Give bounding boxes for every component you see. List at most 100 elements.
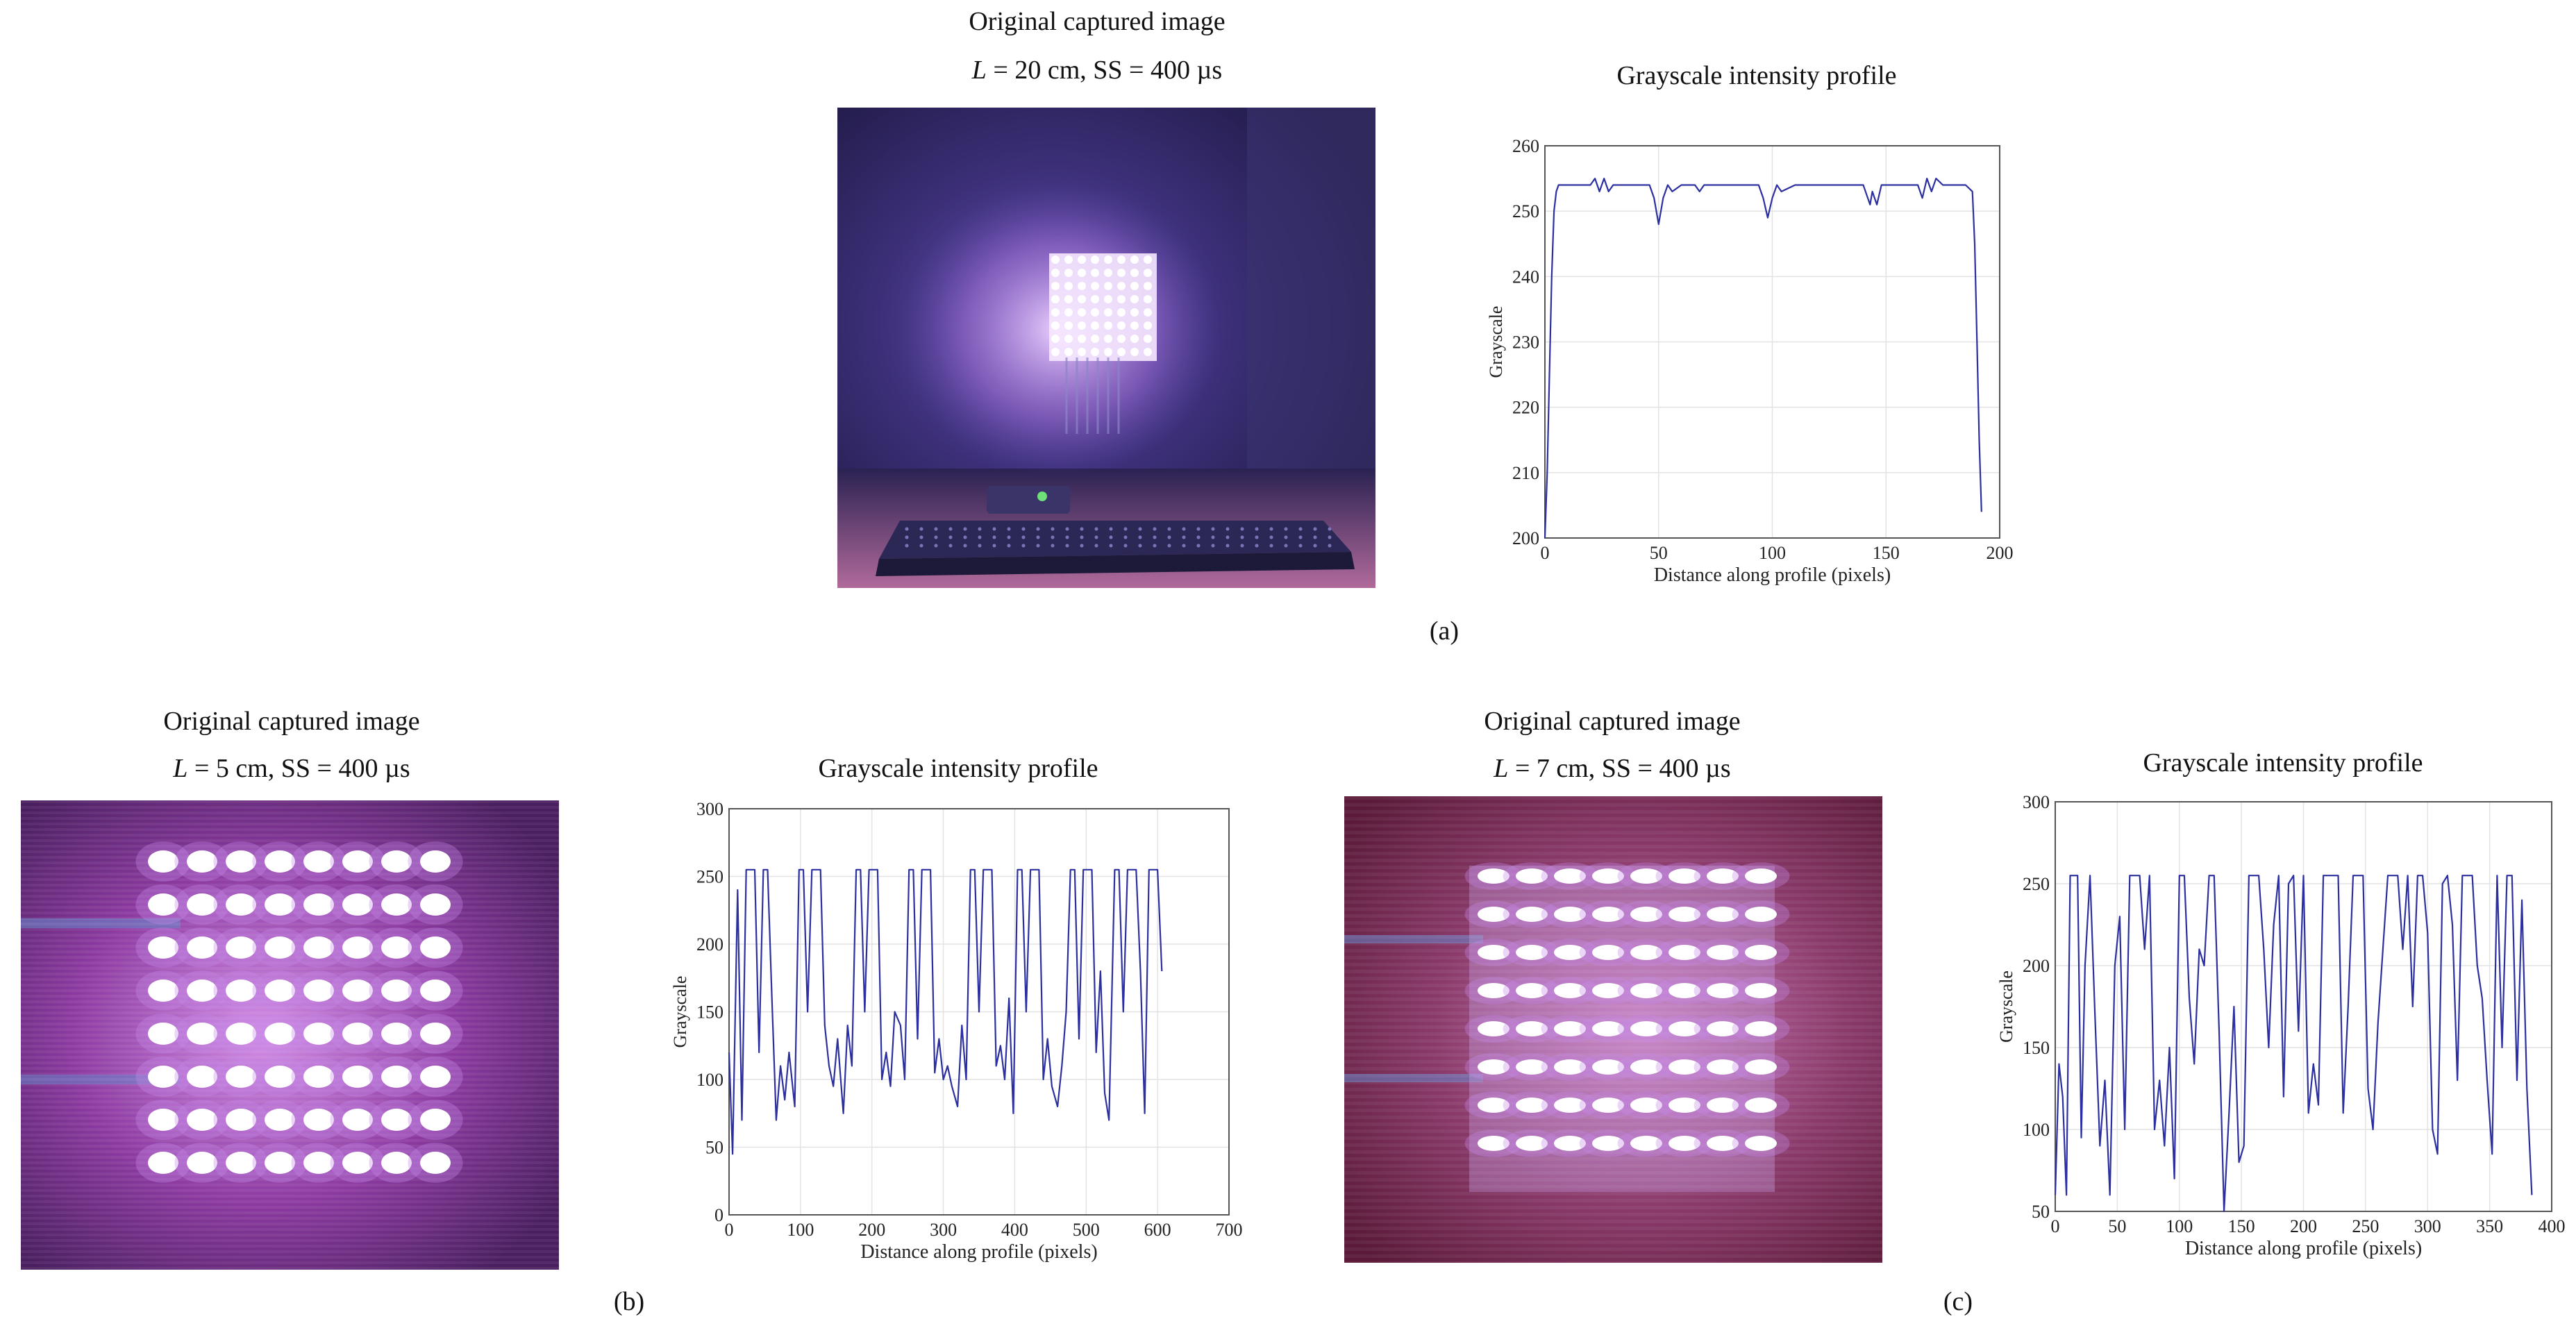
y-axis-label: Grayscale (1996, 970, 2016, 1043)
led-dot (1104, 335, 1112, 343)
led-dot (1478, 868, 1509, 884)
led-dot (342, 936, 373, 959)
panel-a-photo-svg (837, 108, 1375, 588)
led-dot (1130, 282, 1139, 290)
led-dot (1516, 1098, 1548, 1113)
led-dot (1064, 335, 1073, 343)
series-line (728, 868, 1163, 1155)
led-dot (303, 1066, 334, 1088)
led-dot (1130, 348, 1139, 356)
y-axis-label: Grayscale (1486, 306, 1506, 378)
panel-a-param-rest: = 20 cm, SS = 400 µs (986, 56, 1223, 85)
led-dot (265, 980, 295, 1002)
panel-c-photo (1344, 796, 1882, 1263)
x-tick-label: 0 (1541, 543, 1550, 563)
y-tick-label: 200 (2023, 956, 2050, 976)
y-tick-label: 50 (705, 1138, 724, 1158)
led-dot (342, 1152, 373, 1174)
led-dot (1144, 335, 1152, 343)
led-dot (265, 1152, 295, 1174)
led-dot (1592, 1098, 1624, 1113)
panel-a-chart: 0 50 100 150 200 200 210 220 230 240 250 260 Distanc… (1486, 136, 2014, 586)
y-tick-label: 250 (2023, 874, 2050, 894)
led-dot (1630, 1021, 1662, 1036)
led-dot (1091, 295, 1099, 303)
led-dot (1104, 348, 1112, 356)
panel-c-chart-title: Grayscale intensity profile (2143, 748, 2423, 778)
led-dot (1144, 282, 1152, 290)
led-dot (1592, 907, 1624, 922)
led-dot (148, 980, 178, 1002)
led-dot (265, 936, 295, 959)
led-dot (1117, 348, 1126, 356)
x-tick-label: 350 (2476, 1216, 2503, 1236)
led-dot (1554, 1136, 1586, 1151)
plot-frame (1544, 145, 2000, 539)
led-dot (1064, 269, 1073, 277)
x-tick-label: 50 (2108, 1216, 2126, 1236)
led-dot (342, 1066, 373, 1088)
led-dot (265, 1066, 295, 1088)
y-tick-label: 260 (1512, 136, 1539, 156)
led-dot (1117, 282, 1126, 290)
panel-b-photo (21, 800, 559, 1270)
led-dot (1064, 255, 1073, 264)
led-dot (1091, 321, 1099, 330)
led-dot (1144, 269, 1152, 277)
led-dot (1745, 983, 1777, 998)
led-dot (1668, 1136, 1700, 1151)
led-dot (1707, 1059, 1739, 1075)
led-dot (1592, 1136, 1624, 1151)
led-dot (1064, 282, 1073, 290)
led-dot (1745, 907, 1777, 922)
led-dot (1117, 308, 1126, 317)
led-dot (1630, 945, 1662, 960)
led-dot (1745, 1098, 1777, 1113)
panel-a-photo (837, 108, 1375, 588)
x-tick-label: 100 (1759, 543, 1786, 563)
led-dot (303, 1109, 334, 1131)
y-tick-label: 210 (1512, 463, 1539, 483)
led-dot (1478, 983, 1509, 998)
y-tick-label: 0 (714, 1205, 724, 1225)
led-dot (1554, 1059, 1586, 1075)
panel-a-image-title: Original captured image (969, 7, 1226, 36)
led-dot (1078, 295, 1086, 303)
x-tick-label: 0 (725, 1220, 734, 1240)
led-dot (226, 850, 256, 873)
led-dot (381, 1023, 412, 1045)
led-dot (1117, 321, 1126, 330)
x-tick-label: 200 (858, 1220, 885, 1240)
led-dot (148, 936, 178, 959)
led-dot (187, 936, 217, 959)
led-dot (342, 850, 373, 873)
x-axis-label: Distance along profile (pixels) (2185, 1238, 2422, 1259)
led-dot (1630, 907, 1662, 922)
plot-frame (728, 808, 1230, 1216)
led-dot (1051, 269, 1060, 277)
led-dot (1064, 308, 1073, 317)
y-tick-label: 200 (696, 934, 724, 955)
led-dot (381, 1109, 412, 1131)
led-dot (1051, 282, 1060, 290)
panel-c-image-title: Original captured image (1484, 707, 1741, 736)
y-tick-label: 230 (1512, 333, 1539, 353)
x-tick-label: 400 (1001, 1220, 1028, 1240)
led-dot (1668, 907, 1700, 922)
panel-b-image-params: L = 5 cm, SS = 400 µs (14, 755, 569, 782)
led-dot (1668, 945, 1700, 960)
led-dot (1668, 1059, 1700, 1075)
led-dot (187, 850, 217, 873)
led-dot (1516, 983, 1548, 998)
led-dot (1478, 1059, 1509, 1075)
led-dot (303, 980, 334, 1002)
panel-b-param-rest: = 5 cm, SS = 400 µs (187, 754, 410, 783)
led-dot (1707, 868, 1739, 884)
led-dot (1630, 983, 1662, 998)
led-dot (1554, 1098, 1586, 1113)
led-dot (1064, 295, 1073, 303)
led-dot (187, 1109, 217, 1131)
led-dot (1592, 945, 1624, 960)
led-dot (265, 1023, 295, 1045)
y-tick-label: 100 (696, 1070, 724, 1090)
